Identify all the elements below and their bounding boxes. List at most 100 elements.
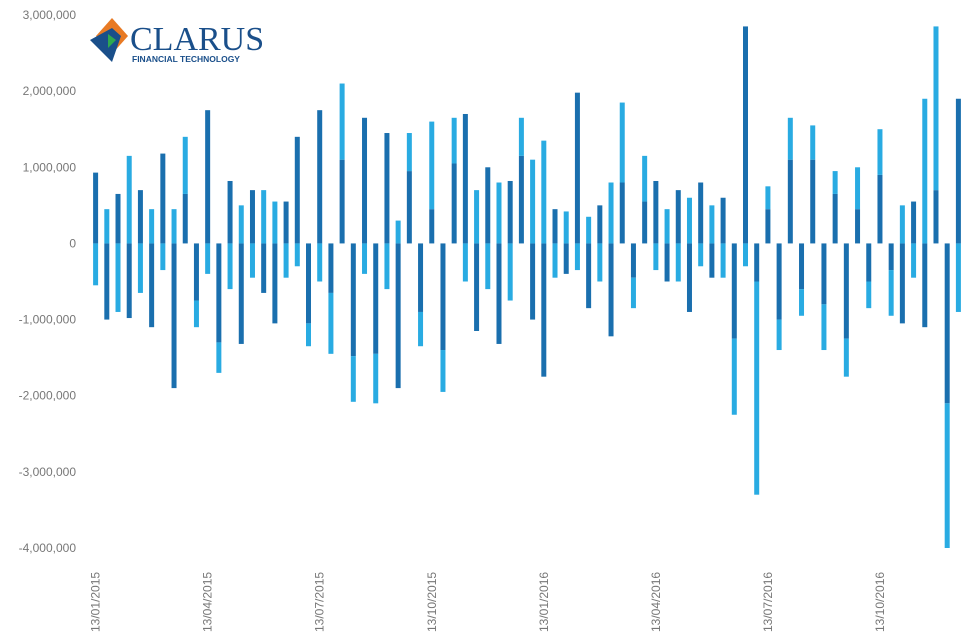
bar-segment xyxy=(205,110,211,244)
bar-segment xyxy=(350,356,356,402)
bar-segment xyxy=(406,171,412,244)
bar-segment xyxy=(530,159,536,244)
bar-segment xyxy=(160,153,166,244)
bar-segment xyxy=(249,190,255,244)
bar-segment xyxy=(720,197,726,244)
bar-segment xyxy=(339,83,345,160)
bar-segment xyxy=(149,243,155,328)
y-tick-label: 1,000,000 xyxy=(23,160,77,174)
bar-segment xyxy=(698,243,704,267)
bar-segment xyxy=(955,243,961,312)
bar-segment xyxy=(787,117,793,160)
bar-segment xyxy=(698,182,704,244)
bar-segment xyxy=(709,205,715,244)
bar-segment xyxy=(541,243,547,377)
bar-segment xyxy=(855,209,861,244)
x-tick-label: 13/04/2015 xyxy=(201,572,215,632)
x-tick-label: 13/01/2015 xyxy=(89,572,103,632)
bar-segment xyxy=(911,243,917,278)
bar-segment xyxy=(743,26,748,244)
x-tick-label: 13/01/2016 xyxy=(537,572,551,632)
bar-segment xyxy=(574,243,580,271)
y-tick-label: -4,000,000 xyxy=(19,541,77,555)
bar-segment xyxy=(317,110,323,244)
bar-segment xyxy=(182,136,188,194)
bar-segment xyxy=(552,209,558,244)
bar-segment xyxy=(642,155,648,202)
bar-segment xyxy=(272,201,278,244)
bar-segment xyxy=(888,270,894,316)
bar-segment xyxy=(810,159,816,244)
bar-segment xyxy=(776,319,782,351)
logo-mark xyxy=(108,34,116,48)
bar-segment xyxy=(955,98,961,244)
bar-segment xyxy=(451,117,457,164)
bar-segment xyxy=(238,243,244,344)
bar-segment xyxy=(653,180,659,244)
logo-text: CLARUS xyxy=(130,21,264,58)
bar-segment xyxy=(171,209,177,244)
bar-segment xyxy=(518,155,524,244)
bar-segment xyxy=(799,243,805,290)
bar-segment xyxy=(306,323,311,347)
bar-segment xyxy=(283,201,289,244)
bar-segment xyxy=(418,311,424,347)
bar-segment xyxy=(877,174,883,244)
bar-segment xyxy=(485,167,491,244)
bar-segment xyxy=(160,243,166,271)
bar-segment xyxy=(686,243,692,312)
bar-segment xyxy=(810,125,816,160)
bar-segment xyxy=(765,209,771,244)
bar-segment xyxy=(328,292,334,354)
logo: CLARUS FINANCIAL TECHNOLOGY xyxy=(90,18,264,64)
bar-segment xyxy=(193,243,199,301)
bar-segment xyxy=(653,243,659,271)
bar-segment xyxy=(619,102,625,183)
bar-segment xyxy=(93,172,99,244)
bar-segment xyxy=(922,243,928,328)
logo-tagline: FINANCIAL TECHNOLOGY xyxy=(132,54,240,64)
bar-segment xyxy=(776,243,782,320)
bar-segment xyxy=(675,190,681,244)
bar-segment xyxy=(171,243,177,389)
bar-segment xyxy=(462,243,468,282)
bar-segment xyxy=(507,180,513,244)
bar-segment xyxy=(944,243,950,404)
bar-segment xyxy=(216,243,222,343)
bar-segment xyxy=(552,243,558,278)
bar-segment xyxy=(429,209,435,244)
bar-segment xyxy=(899,243,905,324)
bar-segment xyxy=(395,220,401,244)
bar-segment xyxy=(821,243,827,305)
bar-segment xyxy=(754,281,760,495)
bar-segment xyxy=(227,180,233,244)
bar-segment xyxy=(664,243,670,282)
bar-segment xyxy=(574,92,580,244)
x-tick-label: 13/04/2016 xyxy=(649,572,663,632)
bar-segment xyxy=(294,136,300,244)
x-tick-label: 13/10/2015 xyxy=(425,572,439,632)
bar-segment xyxy=(474,243,480,331)
bar-segment xyxy=(373,353,379,404)
x-tick-label: 13/07/2015 xyxy=(313,572,327,632)
bar-segment xyxy=(944,403,950,548)
bar-segment xyxy=(664,209,670,244)
bar-segment xyxy=(922,98,928,244)
bar-segment xyxy=(149,209,155,244)
bar-segment xyxy=(283,243,289,278)
logo-mark xyxy=(90,28,121,62)
bar-segment xyxy=(586,243,592,309)
bar-segment xyxy=(866,243,872,282)
y-tick-label: -2,000,000 xyxy=(19,389,77,403)
x-tick-label: 13/07/2016 xyxy=(761,572,775,632)
bar-segment xyxy=(832,171,838,194)
bar-segment xyxy=(541,140,547,244)
bar-segment xyxy=(888,243,894,271)
bar-segment xyxy=(877,129,883,175)
bar-segment xyxy=(306,243,311,324)
bar-segment xyxy=(675,243,681,282)
bar-segment xyxy=(832,193,838,244)
bar-segment xyxy=(530,243,536,320)
bar-segment xyxy=(765,186,771,210)
